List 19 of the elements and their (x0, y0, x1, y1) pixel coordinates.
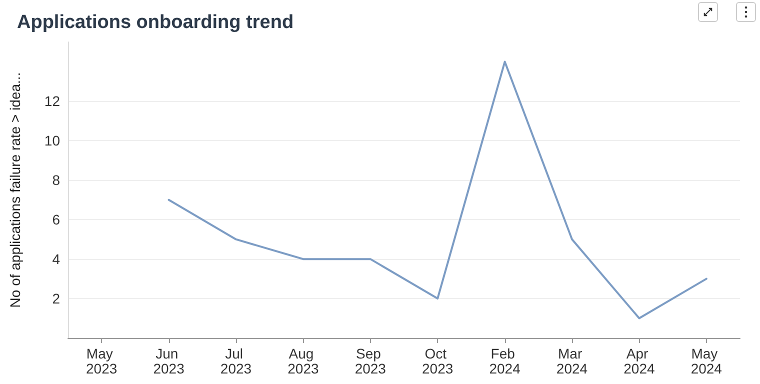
x-tick-label: Sep 2023 (354, 346, 386, 376)
y-tick-label: 6 (52, 212, 60, 228)
y-tick-label: 10 (44, 132, 60, 149)
chart-title: Applications onboarding trend (17, 12, 294, 33)
x-tick-label: Apr 2024 (624, 346, 655, 376)
y-tick-label: 8 (52, 172, 60, 188)
y-tick-label: 12 (44, 93, 60, 110)
x-tick-label: Aug 2023 (288, 346, 319, 376)
x-tick-label: Jul 2023 (220, 346, 252, 376)
x-tick-label: Mar 2024 (556, 346, 588, 376)
y-tick-label: 4 (52, 251, 60, 268)
y-tick-label: 2 (52, 290, 60, 307)
x-tick-label: Oct 2023 (422, 346, 454, 376)
line-series (168, 60, 708, 320)
x-tick-label: May 2023 (86, 346, 118, 376)
x-tick-label: May 2024 (690, 346, 722, 376)
y-axis-title: No of applications failure rate > idea... (7, 72, 23, 308)
x-tick-label: Feb 2024 (489, 346, 521, 376)
x-tick-label: Jun 2023 (153, 346, 185, 376)
